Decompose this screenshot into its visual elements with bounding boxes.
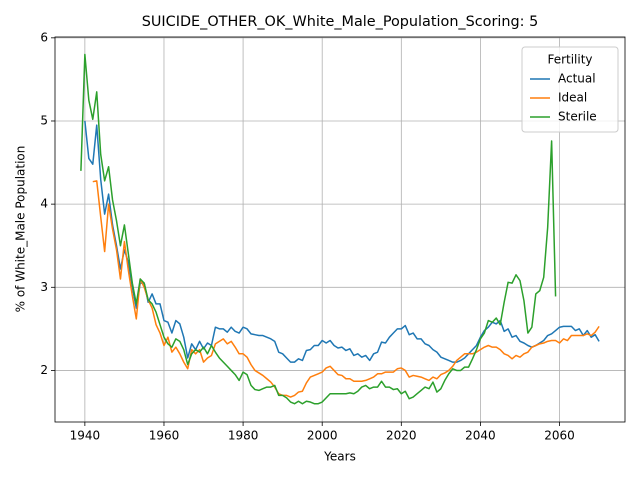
x-tick-label: 2000 bbox=[307, 429, 338, 443]
y-tick-label: 6 bbox=[40, 30, 48, 44]
legend-title: Fertility bbox=[547, 53, 592, 67]
legend: Fertility Actual Ideal Sterile bbox=[521, 46, 619, 133]
y-tick-label: 4 bbox=[40, 197, 48, 211]
chart-title: SUICIDE_OTHER_OK_White_Male_Population_S… bbox=[142, 14, 538, 30]
plot-frame bbox=[54, 36, 626, 423]
legend-label: Sterile bbox=[558, 110, 597, 124]
line-series bbox=[80, 53, 557, 405]
legend-box bbox=[521, 46, 619, 133]
y-tick-label: 3 bbox=[40, 280, 48, 294]
x-tick-label: 2020 bbox=[386, 429, 417, 443]
x-tick-label: 1940 bbox=[70, 429, 101, 443]
y-tick-label: 5 bbox=[40, 113, 48, 127]
x-tick-label: 1960 bbox=[149, 429, 180, 443]
x-tick-label: 1980 bbox=[228, 429, 259, 443]
legend-label: Ideal bbox=[558, 91, 587, 105]
x-tick-label: 2060 bbox=[544, 429, 575, 443]
x-tick-label: 2040 bbox=[465, 429, 496, 443]
x-axis-label: Years bbox=[323, 450, 356, 464]
y-tick-label: 2 bbox=[40, 363, 48, 377]
line-series bbox=[92, 180, 600, 398]
legend-label: Actual bbox=[558, 72, 596, 86]
y-axis-label: % of White_Male Population bbox=[14, 146, 28, 313]
line-series bbox=[84, 120, 600, 363]
